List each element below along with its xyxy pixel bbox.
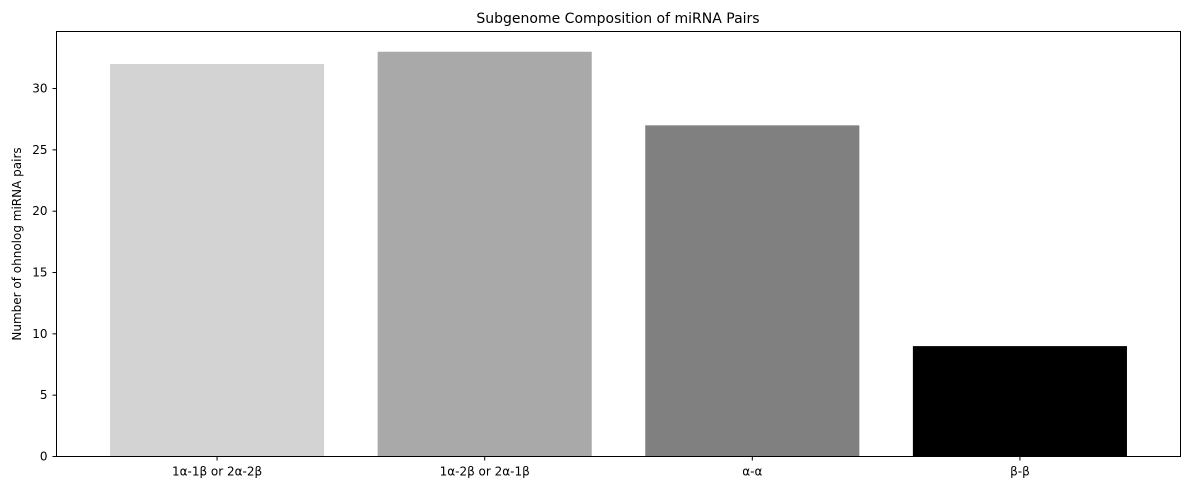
- y-tick-label-5: 25: [32, 143, 47, 157]
- y-tick-label-0: 0: [40, 450, 48, 464]
- bar-0: [110, 64, 325, 457]
- x-tick-label-3: β-β: [1010, 465, 1030, 479]
- y-tick-label-2: 10: [32, 327, 47, 341]
- bars-layer: [110, 51, 1127, 457]
- bar-2: [645, 125, 860, 457]
- chart-title: Subgenome Composition of miRNA Pairs: [476, 11, 759, 27]
- y-tick-label-1: 5: [40, 388, 48, 402]
- x-axis: 1α-1β or 2α-2β 1α-2β or 2α-1β α-α β-β: [172, 456, 1030, 479]
- y-tick-label-4: 20: [32, 204, 47, 218]
- y-tick-label-3: 15: [32, 266, 47, 280]
- y-axis-title: Number of ohnolog miRNA pairs: [10, 147, 24, 340]
- bar-3: [912, 346, 1127, 457]
- x-tick-label-0: 1α-1β or 2α-2β: [172, 465, 262, 479]
- x-tick-label-2: α-α: [742, 465, 762, 479]
- y-tick-label-6: 30: [32, 82, 47, 96]
- bar-1: [377, 51, 592, 457]
- x-tick-label-1: 1α-2β or 2α-1β: [440, 465, 530, 479]
- y-axis: 0 5 10 15 20 25 30: [32, 82, 57, 464]
- plot-frame: [56, 31, 1181, 457]
